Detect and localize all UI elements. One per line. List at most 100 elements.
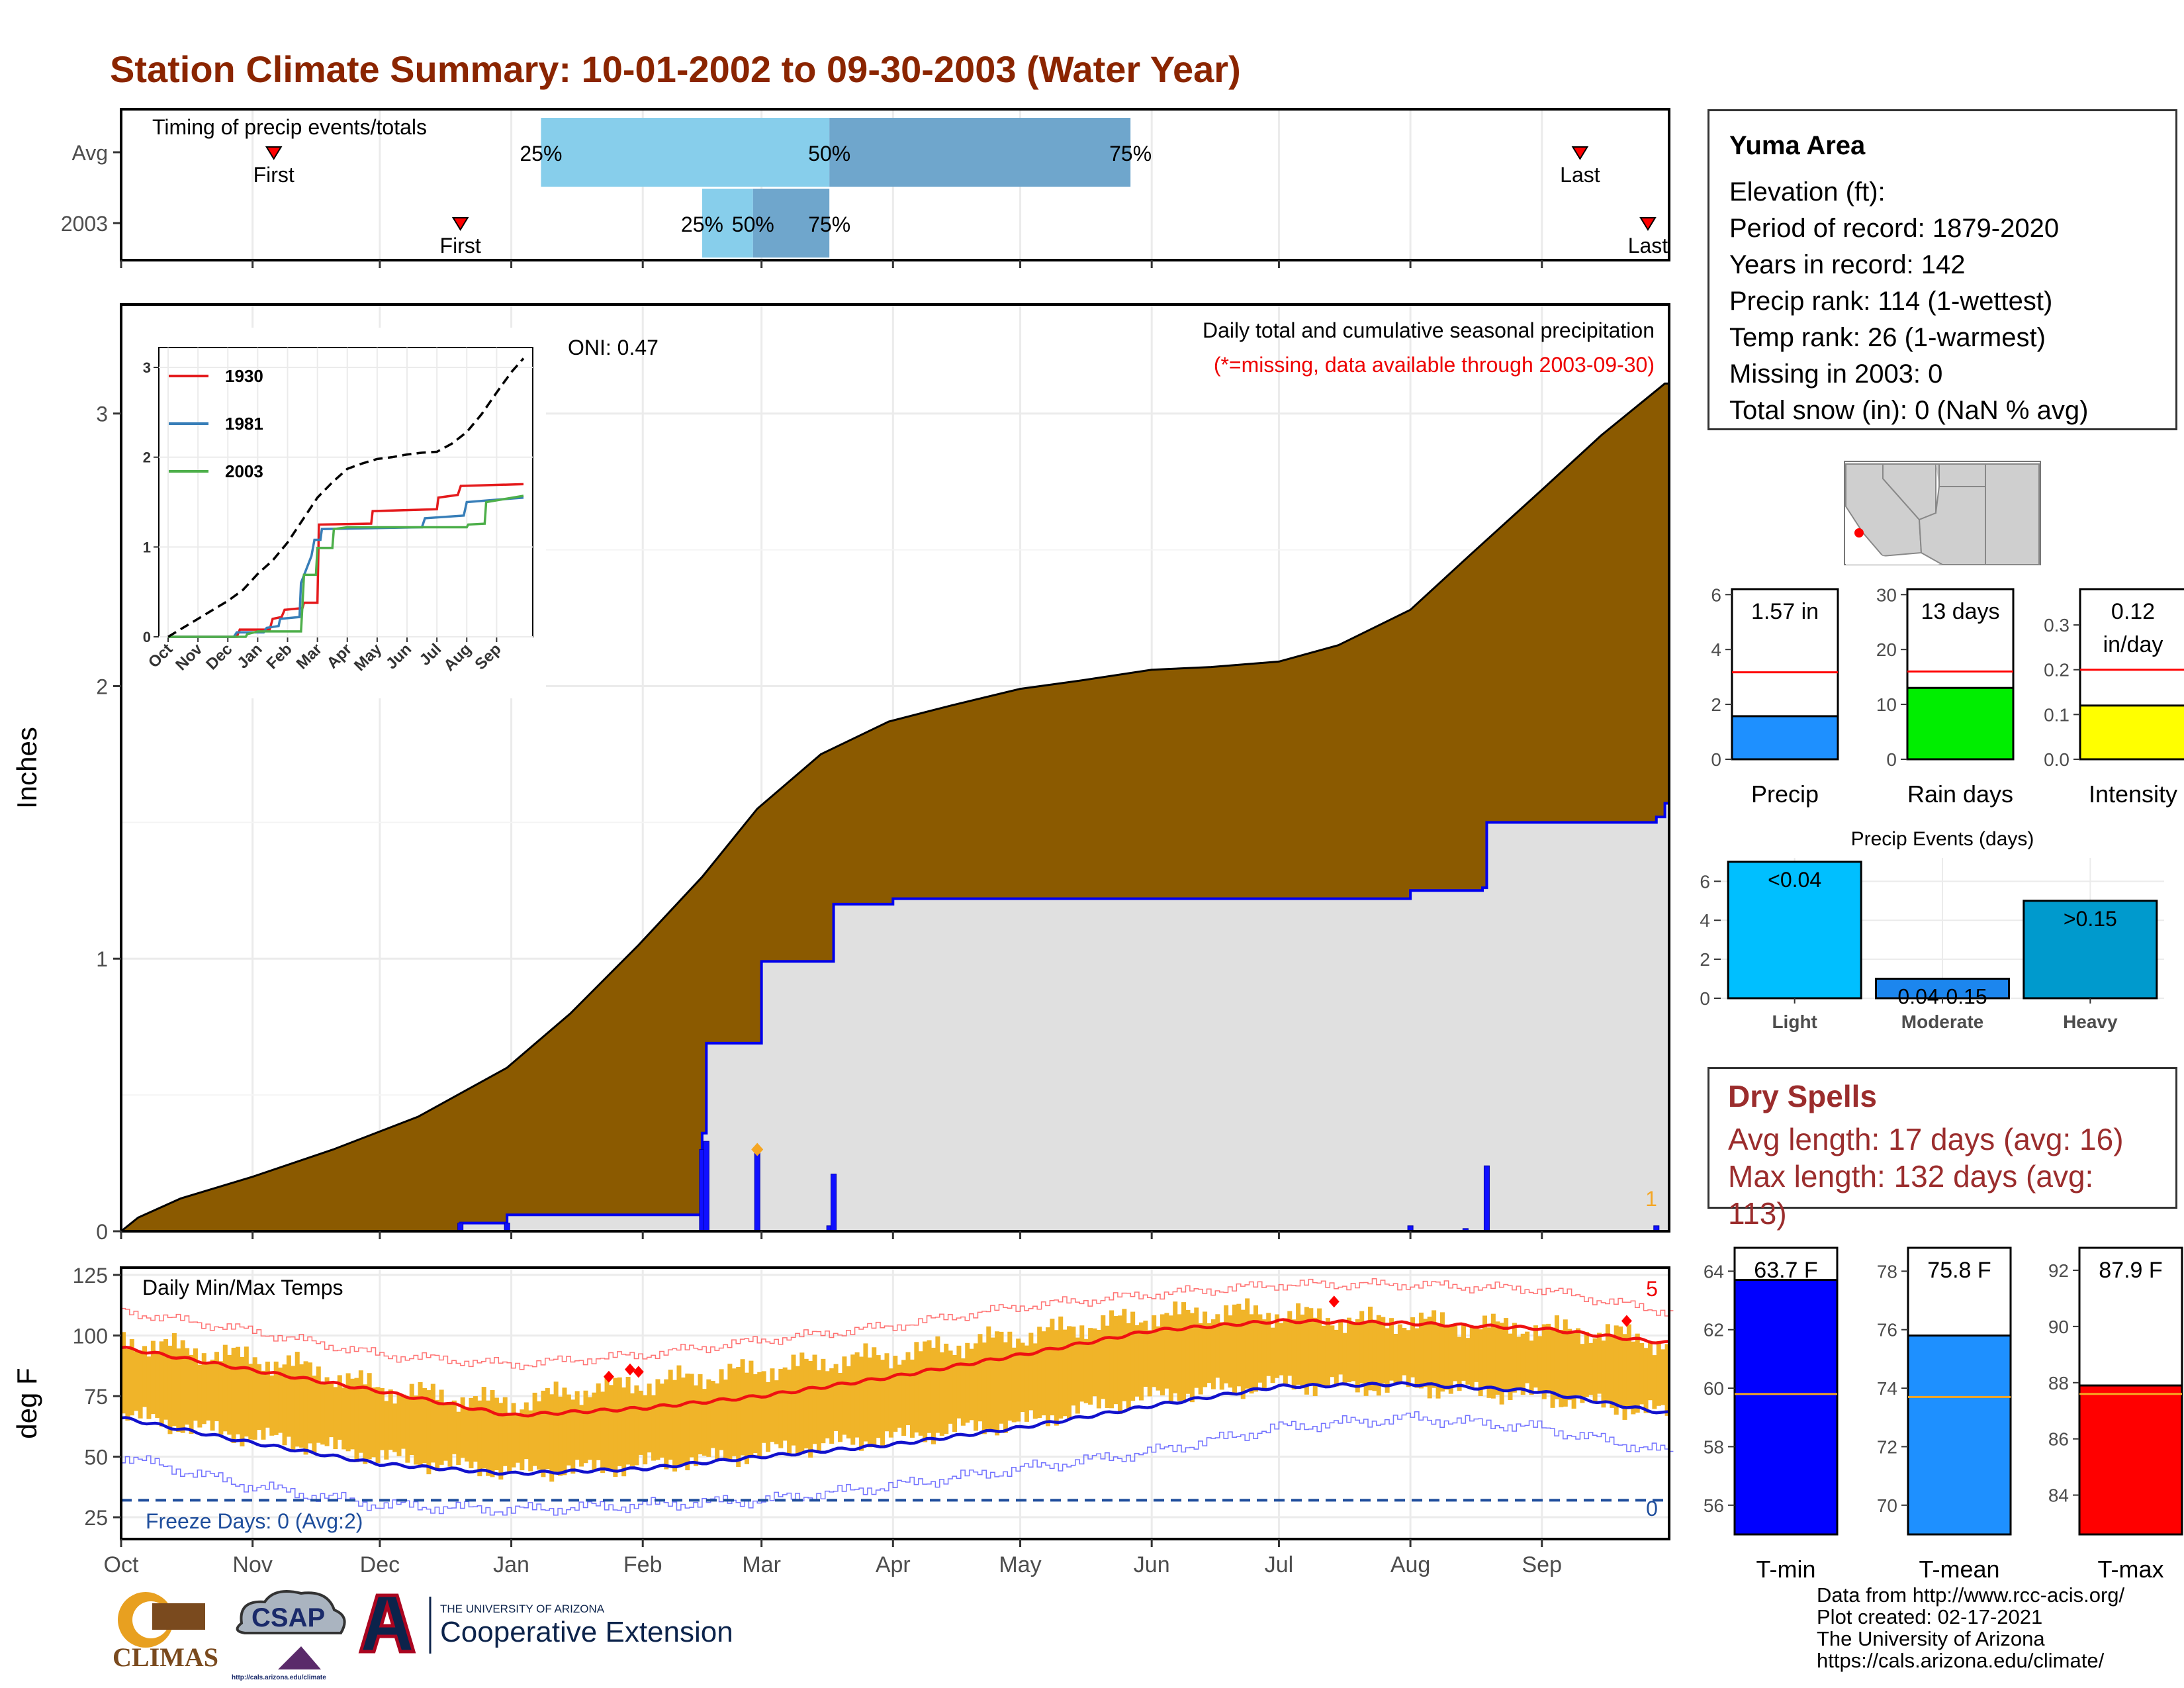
daily-temp-bar-285 <box>1330 1325 1335 1378</box>
daily-temp-bar-30 <box>248 1364 253 1440</box>
daily-temp-bar-286 <box>1334 1329 1339 1387</box>
daily-temp-bar-170 <box>842 1356 847 1435</box>
daily-temp-bar-320 <box>1478 1329 1483 1396</box>
daily-temp-bar-11 <box>167 1345 173 1434</box>
daily-temp-bar-28 <box>240 1356 245 1447</box>
daily-temp-bar-195 <box>948 1350 953 1424</box>
inset-plot-area <box>158 347 533 637</box>
ua-block-a-icon <box>358 1593 416 1654</box>
daily-temp-bar-243 <box>1152 1315 1157 1387</box>
daily-temp-bar-191 <box>931 1347 936 1444</box>
daily-temp-bar-324 <box>1495 1321 1500 1395</box>
daily-temp-bar-123 <box>643 1395 648 1465</box>
daily-temp-bar-42 <box>299 1364 304 1448</box>
daily-temp-bar-68 <box>409 1383 414 1456</box>
daily-temp-bar-174 <box>859 1356 864 1451</box>
daily-temp-bar-12 <box>171 1333 177 1427</box>
daily-temp-bar-63 <box>388 1389 393 1450</box>
daily-temp-bar-204 <box>986 1326 991 1429</box>
daily-temp-bar-187 <box>914 1342 919 1432</box>
daily-temp-bar-27 <box>236 1346 241 1434</box>
daily-temp-bar-207 <box>999 1331 1004 1424</box>
daily-temp-bar-261 <box>1228 1315 1233 1388</box>
month-label-Dec: Dec <box>360 1552 400 1577</box>
daily-temp-bar-275 <box>1287 1311 1293 1376</box>
daily-temp-bar-35 <box>269 1375 275 1436</box>
daily-temp-bar-77 <box>447 1403 453 1467</box>
daily-temp-bar-311 <box>1439 1312 1445 1392</box>
stat-value-bar-2 <box>2079 704 2184 761</box>
daily-temp-bar-312 <box>1444 1327 1449 1390</box>
daily-temp-bar-255 <box>1203 1311 1208 1387</box>
daily-temp-bar-138 <box>706 1379 711 1457</box>
temp-stat-value-label-0: 63.7 F <box>1754 1258 1817 1283</box>
daily-temp-bar-6 <box>146 1356 152 1419</box>
daily-temp-bar-108 <box>579 1405 584 1467</box>
daily-temp-bar-359 <box>1643 1348 1649 1413</box>
daily-temp-bar-83 <box>473 1396 478 1462</box>
events-category-label-heavy: Heavy <box>2063 1011 2118 1032</box>
daily-temp-bar-197 <box>956 1345 962 1419</box>
daily-temp-bar-107 <box>574 1391 580 1460</box>
daily-temp-bar-134 <box>689 1374 694 1458</box>
daily-temp-bar-70 <box>418 1382 423 1467</box>
stat-value-bar-0 <box>1731 715 1839 761</box>
daily-precip-bar-3 <box>703 1141 709 1232</box>
temp-panel-title: Daily Min/Max Temps <box>142 1276 343 1299</box>
daily-temp-bar-133 <box>685 1374 690 1471</box>
daily-temp-bar-299 <box>1389 1318 1394 1381</box>
daily-temp-bar-97 <box>532 1392 537 1466</box>
timing-row-label-1: 2003 <box>61 212 108 236</box>
stat-value-bar-1 <box>1906 686 2015 761</box>
daily-temp-bar-118 <box>621 1387 627 1477</box>
daily-temp-bar-110 <box>587 1397 592 1460</box>
stat-ytick-label-0-1: 2 <box>1711 694 1721 715</box>
daily-temp-bar-205 <box>990 1337 995 1430</box>
stat-ytick-label-1-0: 0 <box>1886 749 1897 770</box>
daily-temp-bar-122 <box>638 1390 643 1455</box>
map-state-new-mexico <box>1985 463 2040 565</box>
precip-panel-border <box>120 303 1670 1233</box>
daily-temp-bar-307 <box>1423 1319 1428 1387</box>
record-heat-marker-1 <box>624 1363 635 1376</box>
daily-temp-bar-301 <box>1397 1324 1402 1383</box>
climas-logo-text: CLIMAS <box>113 1642 218 1672</box>
daily-temp-bar-38 <box>282 1364 287 1446</box>
daily-temp-bar-269 <box>1261 1319 1267 1391</box>
daily-temp-bar-196 <box>952 1355 958 1432</box>
daily-temp-bar-251 <box>1185 1309 1191 1394</box>
daily-temp-bar-74 <box>435 1399 440 1472</box>
daily-temp-bar-72 <box>426 1390 432 1475</box>
inset-ytick-label-2: 2 <box>143 449 151 466</box>
daily-temp-bar-222 <box>1062 1329 1068 1417</box>
events-ytick-label-0: 0 <box>1700 988 1710 1009</box>
csap-mountain-icon <box>278 1646 321 1669</box>
daily-temp-bar-175 <box>863 1343 868 1442</box>
stat-ytick-label-1-2: 20 <box>1876 639 1897 660</box>
daily-temp-bar-95 <box>523 1402 529 1460</box>
precip-missing-note: (*=missing, data available through 2003-… <box>1214 353 1655 377</box>
stat-value-label-2: 0.12 <box>2111 599 2155 624</box>
stat-axis-label-2: Intensity <box>2089 780 2177 808</box>
temp-stat-value-bar-0 <box>1733 1279 1839 1536</box>
temp-ytick-label-1: 50 <box>84 1446 108 1470</box>
daily-temp-bar-287 <box>1338 1320 1343 1375</box>
daily-temp-bar-158 <box>791 1354 796 1446</box>
oni-label: ONI: 0.47 <box>568 336 659 359</box>
credit-data-source: Data from http://www.rcc-acis.org/ <box>1817 1583 2125 1607</box>
daily-temp-bar-333 <box>1533 1325 1538 1388</box>
events-ytick-label-3: 6 <box>1700 871 1710 892</box>
record-heat-marker-0 <box>603 1370 614 1383</box>
precip-ytick-label-1: 1 <box>96 947 108 971</box>
daily-temp-bar-291 <box>1355 1319 1360 1393</box>
daily-temp-bar-282 <box>1317 1308 1322 1385</box>
daily-temp-bar-39 <box>286 1355 291 1437</box>
daily-temp-bar-44 <box>307 1362 312 1444</box>
daily-temp-bar-75 <box>439 1389 444 1465</box>
temp-stat-ytick-label-2-2: 88 <box>2048 1373 2069 1393</box>
daily-temp-bar-360 <box>1647 1340 1653 1401</box>
daily-temp-bar-298 <box>1385 1328 1390 1393</box>
timing-last-label-1: Last <box>1628 234 1668 258</box>
daily-temp-bar-126 <box>655 1379 660 1460</box>
credit-plot-created: Plot created: 02-17-2021 <box>1817 1605 2043 1628</box>
